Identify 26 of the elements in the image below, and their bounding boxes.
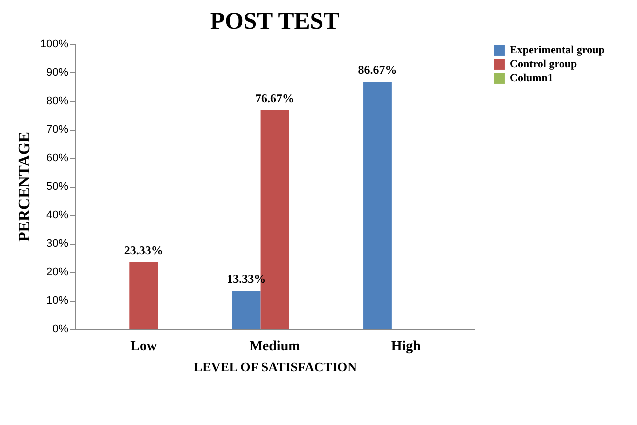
bar <box>130 262 158 329</box>
y-tick-label: 80% <box>46 96 69 108</box>
bar <box>364 82 392 329</box>
x-axis-title: LEVEL OF SATISFACTION <box>194 360 358 374</box>
legend-label: Experimental group <box>510 44 605 56</box>
y-tick-label: 50% <box>46 181 69 193</box>
y-tick-label: 10% <box>46 295 69 307</box>
x-tick-label: Low <box>130 340 158 354</box>
x-tick-label: High <box>391 340 422 354</box>
y-tick-label: 100% <box>40 38 69 50</box>
y-tick-label: 40% <box>46 210 69 222</box>
legend-label: Control group <box>510 58 578 70</box>
y-tick-label: 0% <box>52 324 69 336</box>
bar <box>232 291 261 329</box>
x-tick-label: Medium <box>250 340 301 354</box>
y-tick-label: 20% <box>46 266 69 278</box>
legend-label: Column1 <box>510 72 554 84</box>
data-label: 76.67% <box>256 91 294 106</box>
y-tick-label: 30% <box>46 238 69 250</box>
y-axis-title: PERCENTAGE <box>16 132 34 242</box>
y-tick-label: 60% <box>46 152 69 164</box>
y-tick-label: 70% <box>46 124 69 136</box>
data-label: 23.33% <box>124 244 164 258</box>
data-label: 86.67% <box>358 62 398 77</box>
chart-title: POST TEST <box>210 9 340 35</box>
y-tick-label: 90% <box>46 67 69 79</box>
